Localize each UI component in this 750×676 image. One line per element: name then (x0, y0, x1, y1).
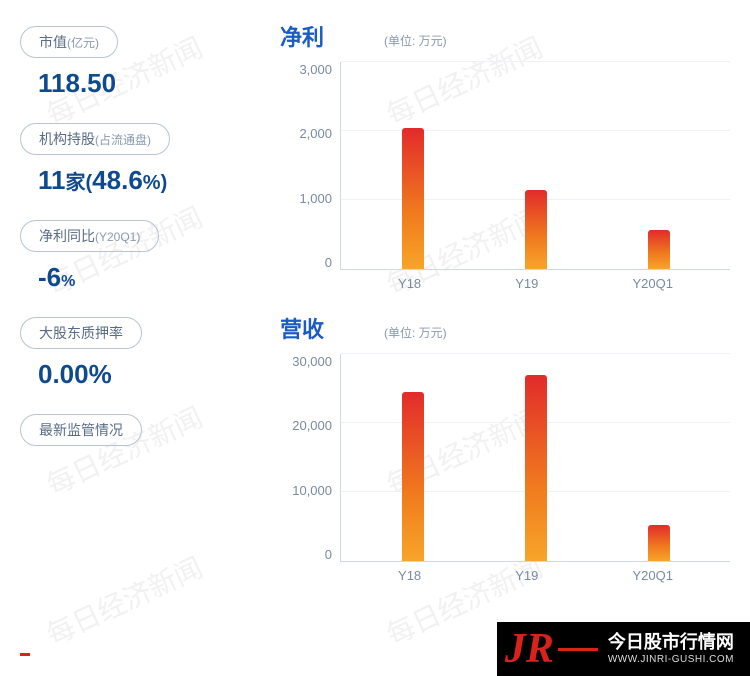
stat-value-part: 0.00% (38, 359, 112, 390)
y-tick-label: 10,000 (292, 483, 332, 498)
chart-unit: (单位: 万元) (384, 324, 447, 341)
x-tick-label: Y19 (515, 276, 538, 291)
y-tick-label: 2,000 (299, 126, 332, 141)
stat-label-sub: (Y20Q1) (95, 230, 140, 244)
stat-value: 118.50 (20, 58, 260, 117)
footer-logo: JR 今日股市行情网 WWW.JINRI-GUSHI.COM (497, 622, 750, 676)
stats-panel: 市值(亿元)118.50机构持股(占流通盘)11家(48.6%)净利同比(Y20… (20, 20, 280, 604)
bar (525, 375, 547, 561)
chart-unit: (单位: 万元) (384, 32, 447, 49)
chart-block: 净利 (单位: 万元) 3,000 2,000 1,000 0 Y18 Y19 Y20Q1 (280, 20, 730, 292)
stat-value-part: 11 (38, 165, 66, 196)
x-tick-label: Y18 (398, 568, 421, 583)
accent-dash (20, 653, 30, 656)
stat-value-part: % (61, 273, 75, 291)
footer-jr-line (558, 648, 598, 651)
stat-value-part: 118.50 (38, 68, 116, 99)
chart-block: 营收 (单位: 万元) 30,000 20,000 10,000 0 Y18 Y19 Y20Q1 (280, 312, 730, 584)
chart-title: 净利 (280, 20, 324, 52)
x-tick-label: Y19 (515, 568, 538, 583)
stat-label: 机构持股 (39, 131, 95, 147)
bar (402, 392, 424, 561)
x-tick-label: Y18 (398, 276, 421, 291)
stat-label: 大股东质押率 (39, 325, 123, 341)
y-tick-label: 30,000 (292, 354, 332, 369)
stat-label: 最新监管情况 (39, 422, 123, 438)
y-tick-label: 0 (325, 547, 332, 562)
charts-panel: 净利(单位: 万元)3,0002,0001,0000Y18Y19Y20Q1营收(… (280, 20, 730, 604)
x-axis: Y18 Y19 Y20Q1 (341, 568, 730, 583)
x-tick-label: Y20Q1 (632, 276, 672, 291)
bar (525, 190, 547, 269)
stat-label-sub: (亿元) (67, 36, 99, 50)
stat-value-part: -6 (38, 262, 61, 293)
stat-value-part: 48.6 (92, 165, 143, 196)
y-tick-label: 20,000 (292, 418, 332, 433)
stat-value: 11家(48.6%) (20, 155, 260, 214)
bar (648, 230, 670, 269)
y-tick-label: 0 (325, 255, 332, 270)
stat-pill: 最新监管情况 (20, 414, 142, 446)
y-tick-label: 3,000 (299, 62, 332, 77)
plot-area: Y18Y19Y20Q1 (340, 62, 730, 270)
y-axis: 30,000 20,000 10,000 0 (280, 354, 340, 584)
footer-jr: JR (505, 628, 598, 670)
bar (648, 525, 670, 561)
x-tick-label: Y20Q1 (632, 568, 672, 583)
stat-pill: 机构持股(占流通盘) (20, 123, 170, 155)
y-axis: 3,000 2,000 1,000 0 (280, 62, 340, 292)
stat-label: 市值 (39, 34, 67, 50)
stat-value: -6% (20, 252, 260, 311)
stat-value-part: %) (143, 172, 167, 195)
stat-value-part: 家( (66, 166, 93, 195)
footer-en: WWW.JINRI-GUSHI.COM (608, 654, 734, 666)
stat-pill: 市值(亿元) (20, 26, 118, 58)
plot-area: Y18Y19Y20Q1 (340, 354, 730, 562)
footer-jr-text: JR (505, 628, 554, 670)
stat-value: 0.00% (20, 349, 260, 408)
x-axis: Y18 Y19 Y20Q1 (341, 276, 730, 291)
footer-cn: 今日股市行情网 (608, 632, 734, 654)
stat-label: 净利同比 (39, 228, 95, 244)
bar (402, 128, 424, 269)
stat-pill: 净利同比(Y20Q1) (20, 220, 159, 252)
stat-label-sub: (占流通盘) (95, 133, 151, 147)
stat-pill: 大股东质押率 (20, 317, 142, 349)
y-tick-label: 1,000 (299, 191, 332, 206)
chart-title: 营收 (280, 312, 324, 344)
